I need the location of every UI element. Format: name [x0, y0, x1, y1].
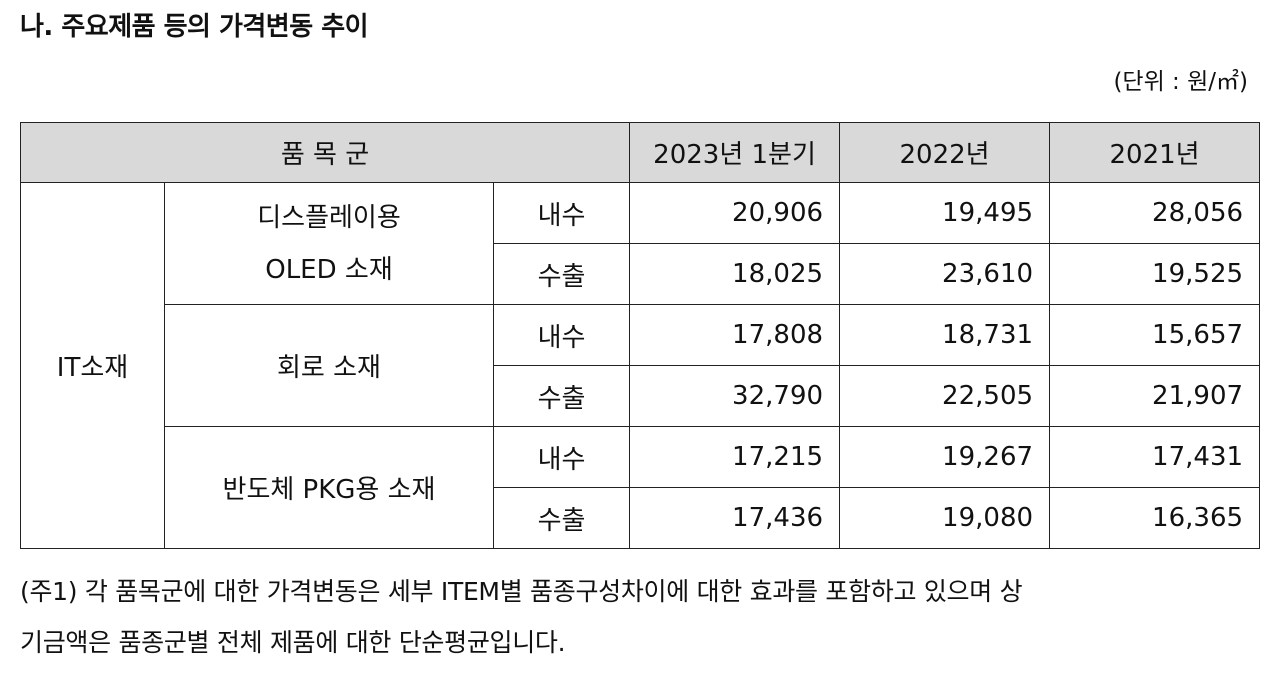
- header-2023q1: 2023년 1분기: [629, 122, 841, 183]
- sale-type-cell: 수출: [492, 243, 631, 305]
- value-2021: 19,525: [1049, 243, 1261, 305]
- sale-type-cell: 내수: [492, 426, 631, 488]
- sale-type-cell: 수출: [492, 365, 631, 427]
- product-name-line2: OLED 소재: [265, 254, 393, 285]
- value-2022: 18,731: [839, 304, 1051, 366]
- value-2023q1: 32,790: [629, 365, 841, 427]
- header-2022: 2022년: [839, 122, 1051, 183]
- price-table: 품 목 군 2023년 1분기 2022년 2021년 IT소재 디스플레이용 …: [19, 122, 1261, 549]
- value-2023q1: 18,025: [629, 243, 841, 305]
- sale-type-cell: 수출: [492, 487, 631, 549]
- footnote: (주1) 각 품목군에 대한 가격변동은 세부 ITEM별 품종구성차이에 대한…: [20, 566, 1260, 668]
- value-2022: 22,505: [839, 365, 1051, 427]
- value-2022: 19,267: [839, 426, 1051, 488]
- product-name-cell: 회로 소재: [164, 304, 494, 427]
- value-2021: 15,657: [1049, 304, 1261, 366]
- value-2023q1: 20,906: [629, 182, 841, 244]
- value-2022: 19,080: [839, 487, 1051, 549]
- value-2021: 28,056: [1049, 182, 1261, 244]
- table-header-row: 품 목 군 2023년 1분기 2022년 2021년: [19, 122, 1261, 183]
- value-2023q1: 17,808: [629, 304, 841, 366]
- value-2022: 23,610: [839, 243, 1051, 305]
- table-row: 수출 17,436 19,080 16,365: [21, 487, 1261, 549]
- table-row: 회로 소재 내수 17,808 18,731 15,657: [21, 304, 1261, 427]
- sale-type-cell: 내수: [492, 304, 631, 366]
- table-row: 반도체 PKG용 소재 내수 17,215 19,267 17,431: [21, 426, 1261, 549]
- sale-type-cell: 내수: [492, 182, 631, 244]
- value-2021: 17,431: [1049, 426, 1261, 488]
- value-2023q1: 17,436: [629, 487, 841, 549]
- header-item-group: 품 목 군: [19, 122, 631, 183]
- value-2021: 21,907: [1049, 365, 1261, 427]
- table-row: IT소재 디스플레이용 OLED 소재 내수 20,906 19,495 28,…: [20, 182, 1261, 549]
- footnote-line1: (주1) 각 품목군에 대한 가격변동은 세부 ITEM별 품종구성차이에 대한…: [20, 577, 1023, 606]
- footnote-line2: 기금액은 품종군별 전체 제품에 대한 단순평균입니다.: [20, 628, 566, 657]
- product-name-line1: 디스플레이용: [257, 202, 401, 233]
- value-2021: 16,365: [1049, 487, 1261, 549]
- unit-label: (단위 : 원/㎡): [1113, 69, 1248, 95]
- category-cell: IT소재: [20, 182, 165, 549]
- value-2023q1: 17,215: [629, 426, 841, 488]
- product-name-cell: 디스플레이용 OLED 소재: [164, 182, 494, 305]
- product-name-cell: 반도체 PKG용 소재: [164, 426, 494, 549]
- section-title: 나. 주요제품 등의 가격변동 추이: [20, 12, 369, 42]
- value-2022: 19,495: [839, 182, 1051, 244]
- header-2021: 2021년: [1049, 122, 1261, 183]
